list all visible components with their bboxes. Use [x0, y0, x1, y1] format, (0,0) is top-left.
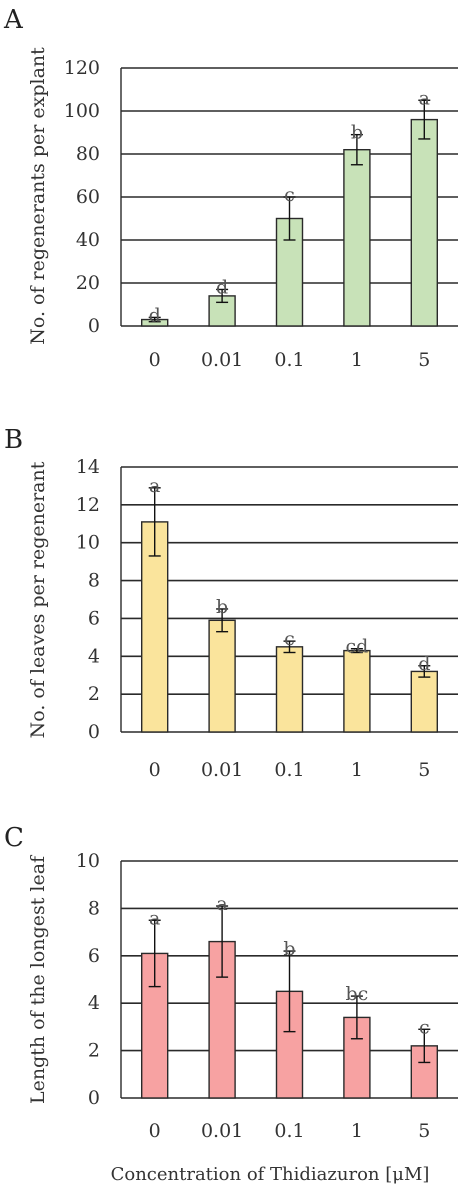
significance-letter: c [284, 628, 295, 650]
y-tick-label: 10 [76, 532, 100, 554]
y-axis-title: No. of regenerants per explant [27, 47, 49, 345]
x-tick-label: 1 [351, 349, 363, 371]
y-tick-label: 0 [88, 721, 100, 743]
significance-letter: b [216, 596, 228, 618]
y-tick-label: 6 [88, 607, 100, 629]
x-axis-title: Concentration of Thidiazuron [μM] [111, 1164, 430, 1185]
significance-letter: a [419, 87, 430, 109]
y-tick-label: 8 [88, 570, 100, 592]
bar [140, 521, 169, 733]
y-tick-label: 2 [88, 683, 100, 705]
bar [343, 649, 371, 733]
y-tick-label: 0 [88, 315, 100, 337]
y-axis-title: No. of leaves per regenerant [27, 461, 49, 738]
x-tick-label: 0.1 [274, 349, 304, 371]
x-tick-label: 5 [418, 759, 430, 781]
y-tick-label: 40 [76, 229, 100, 251]
significance-letter: d [418, 653, 430, 675]
x-tick-label: 1 [351, 759, 363, 781]
x-tick-label: 0.01 [201, 759, 243, 781]
significance-letter: a [216, 893, 227, 915]
y-tick-label: 6 [88, 945, 100, 967]
significance-letter: bc [345, 983, 368, 1005]
panel-c: C 0 2 4 6 8 10 a 0 a 0.01 b 0.1 bc 1 c 5 Length of the lo… [4, 823, 458, 1142]
panel-letter: A [3, 5, 24, 35]
significance-letter: c [419, 1016, 430, 1038]
bar [410, 118, 438, 327]
bar [410, 670, 438, 733]
x-tick-label: 0.01 [201, 349, 243, 371]
y-tick-label: 100 [64, 100, 100, 122]
bar [343, 148, 371, 327]
x-tick-label: 0.1 [274, 1120, 304, 1142]
bar [275, 646, 304, 733]
y-tick-label: 20 [76, 272, 100, 294]
x-tick-label: 5 [418, 349, 430, 371]
panel-letter: B [4, 425, 23, 455]
x-tick-label: 0 [149, 1120, 161, 1142]
significance-letter: c [284, 184, 295, 206]
significance-letter: d [149, 304, 161, 326]
x-tick-label: 5 [418, 1120, 430, 1142]
y-axis-title: Length of the longest leaf [27, 854, 49, 1104]
panel-a: A 0 20 40 60 80 100 120 d 0 d 0.01 c 0.1 b 1 a 5 No. of re… [3, 5, 458, 371]
x-tick-label: 0 [149, 759, 161, 781]
y-tick-label: 80 [76, 143, 100, 165]
significance-letter: b [351, 122, 363, 144]
y-tick-label: 2 [88, 1040, 100, 1062]
y-tick-label: 14 [76, 456, 100, 478]
significance-letter: a [149, 475, 160, 497]
bar [208, 619, 236, 733]
significance-letter: cd [345, 636, 368, 658]
x-tick-label: 1 [351, 1120, 363, 1142]
y-tick-label: 8 [88, 897, 100, 919]
y-tick-label: 0 [88, 1087, 100, 1109]
significance-letter: d [216, 276, 228, 298]
y-tick-label: 10 [76, 850, 100, 872]
x-tick-label: 0 [149, 349, 161, 371]
significance-letter: a [149, 907, 160, 929]
y-tick-label: 4 [88, 992, 100, 1014]
y-tick-label: 12 [76, 494, 100, 516]
panel-b: B 0 2 4 6 8 10 12 14 a 0 b 0.01 c 0.1 cd 1 d 5 No. of leave… [4, 425, 458, 781]
y-tick-label: 120 [64, 57, 100, 79]
y-tick-label: 60 [76, 186, 100, 208]
significance-letter: b [283, 938, 295, 960]
y-tick-label: 4 [88, 645, 100, 667]
x-tick-label: 0.1 [274, 759, 304, 781]
panel-letter: C [4, 823, 24, 853]
x-tick-label: 0.01 [201, 1120, 243, 1142]
